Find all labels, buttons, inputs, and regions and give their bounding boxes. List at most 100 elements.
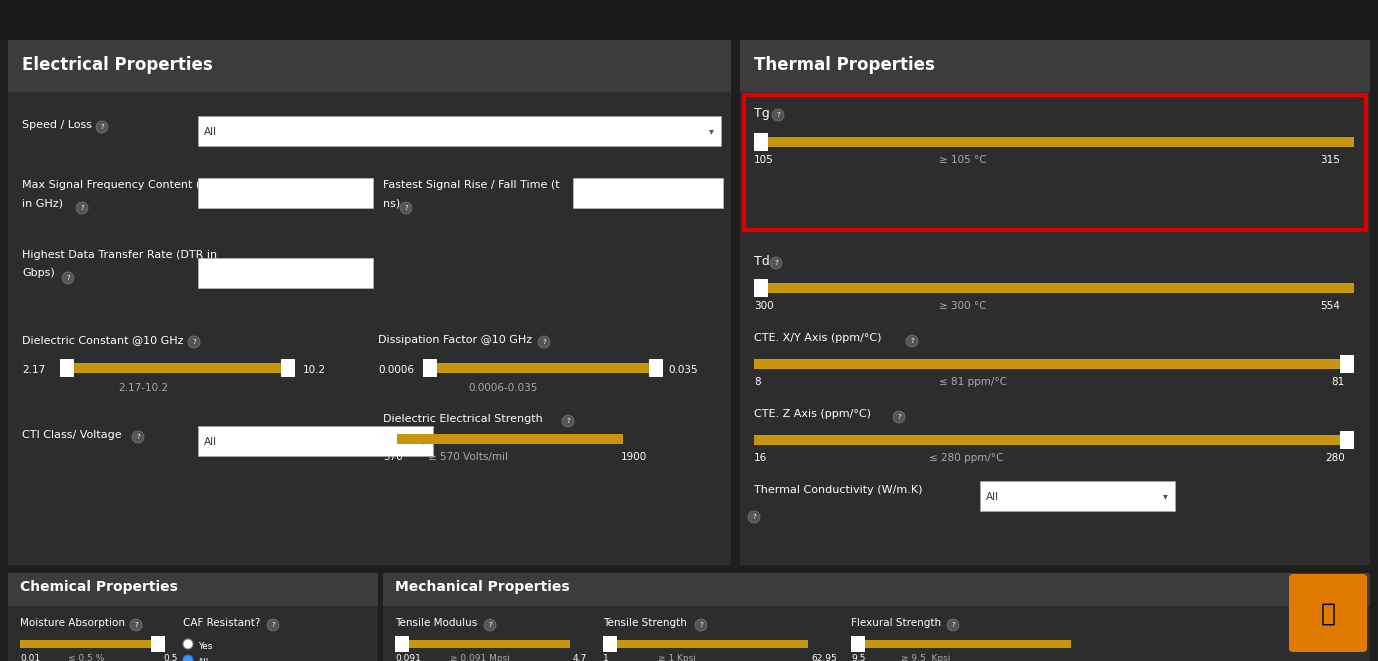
Circle shape (947, 619, 959, 631)
Circle shape (267, 619, 278, 631)
Text: 0.0006-0.035: 0.0006-0.035 (469, 383, 537, 393)
Text: ≤ 81 ppm/°C: ≤ 81 ppm/°C (938, 377, 1007, 387)
Bar (1339, 355, 1355, 373)
Text: ≥ 0.091 Mpsi: ≥ 0.091 Mpsi (451, 654, 510, 661)
Bar (423, 359, 437, 377)
Bar (754, 283, 1355, 293)
Bar (21, 640, 165, 648)
Circle shape (62, 272, 74, 284)
Text: CTE. X/Y Axis (ppm/°C): CTE. X/Y Axis (ppm/°C) (754, 333, 882, 343)
Circle shape (695, 619, 707, 631)
Text: ≥ 105 °C: ≥ 105 °C (938, 155, 987, 165)
Bar (980, 481, 1175, 511)
Text: ?: ? (909, 338, 914, 344)
Circle shape (130, 619, 142, 631)
Text: 10.2: 10.2 (303, 365, 327, 375)
Circle shape (76, 202, 88, 214)
Circle shape (183, 655, 193, 661)
Bar (754, 435, 1355, 445)
Bar (740, 40, 1370, 570)
Text: ?: ? (699, 622, 703, 628)
Text: All: All (204, 127, 218, 137)
Text: ns): ns) (383, 198, 400, 208)
Text: ?: ? (136, 434, 141, 440)
Bar (754, 435, 1355, 445)
Text: 💬: 💬 (1320, 602, 1335, 626)
Text: ▾: ▾ (708, 126, 714, 136)
Circle shape (893, 411, 905, 423)
Bar (740, 40, 1370, 92)
Circle shape (187, 336, 200, 348)
Bar (61, 359, 74, 377)
Text: 8: 8 (754, 377, 761, 387)
Text: Tensile Modulus: Tensile Modulus (395, 618, 477, 628)
Text: 16: 16 (754, 453, 768, 463)
Bar (754, 359, 1355, 369)
Bar (383, 570, 1370, 606)
Text: ?: ? (488, 622, 492, 628)
Text: Thermal Properties: Thermal Properties (754, 56, 934, 74)
Text: CTE. Z Axis (ppm/°C): CTE. Z Axis (ppm/°C) (754, 409, 871, 419)
Text: 2.17: 2.17 (22, 365, 45, 375)
Text: All: All (987, 492, 999, 502)
Bar (198, 258, 373, 288)
Bar (604, 640, 808, 648)
Bar (754, 359, 1355, 369)
Text: Max Signal Frequency Content (f: Max Signal Frequency Content (f (22, 180, 204, 190)
Text: Tg: Tg (754, 107, 770, 120)
Bar (0, 565, 1378, 573)
Text: Tensile Strength: Tensile Strength (604, 618, 686, 628)
Bar (649, 359, 663, 377)
Text: 554: 554 (1320, 301, 1339, 311)
Text: 0.0006: 0.0006 (378, 365, 413, 375)
Bar (754, 137, 1355, 147)
Text: in GHz): in GHz) (22, 198, 63, 208)
Text: 280: 280 (1326, 453, 1345, 463)
Text: 9.5: 9.5 (852, 654, 865, 661)
Text: 62.95: 62.95 (812, 654, 836, 661)
Bar (0, 0, 1378, 40)
Text: ≤ 0.5 %: ≤ 0.5 % (68, 654, 105, 661)
Text: 570: 570 (383, 452, 402, 462)
Text: ?: ? (80, 205, 84, 211)
Bar (423, 363, 663, 373)
Text: 1: 1 (604, 654, 609, 661)
Circle shape (484, 619, 496, 631)
Text: Electrical Properties: Electrical Properties (22, 56, 212, 74)
Bar (198, 116, 721, 146)
Bar (0, 40, 1378, 570)
Bar (152, 636, 165, 652)
Bar (423, 363, 663, 373)
Text: 0.01: 0.01 (21, 654, 40, 661)
Bar (61, 363, 295, 373)
Text: r: r (601, 187, 604, 196)
Text: ≤ 280 ppm/°C: ≤ 280 ppm/°C (929, 453, 1003, 463)
Text: Gbps): Gbps) (22, 268, 55, 278)
Text: ?: ? (404, 205, 408, 211)
Bar (1339, 431, 1355, 449)
Bar (8, 40, 730, 570)
Circle shape (562, 415, 575, 427)
Bar (754, 279, 768, 297)
Bar (395, 640, 570, 648)
Text: ?: ? (776, 112, 780, 118)
FancyBboxPatch shape (1288, 574, 1367, 652)
Text: 1900: 1900 (621, 452, 648, 462)
Bar (0, 570, 1378, 661)
Text: 4.7: 4.7 (573, 654, 587, 661)
Text: CAF Resistant?: CAF Resistant? (183, 618, 260, 628)
Text: ≥ 570 Volts/mil: ≥ 570 Volts/mil (429, 452, 508, 462)
Bar (754, 283, 1355, 293)
Bar (604, 640, 808, 648)
Bar (852, 640, 1071, 648)
Bar (604, 636, 617, 652)
Circle shape (183, 639, 193, 649)
Text: ≥ 9.5  Kpsi: ≥ 9.5 Kpsi (901, 654, 951, 661)
Bar (395, 636, 409, 652)
Circle shape (772, 109, 784, 121)
Circle shape (770, 257, 781, 269)
Circle shape (748, 511, 761, 523)
Text: ?: ? (897, 414, 901, 420)
Bar (395, 640, 570, 648)
Text: Chemical Properties: Chemical Properties (21, 580, 178, 594)
